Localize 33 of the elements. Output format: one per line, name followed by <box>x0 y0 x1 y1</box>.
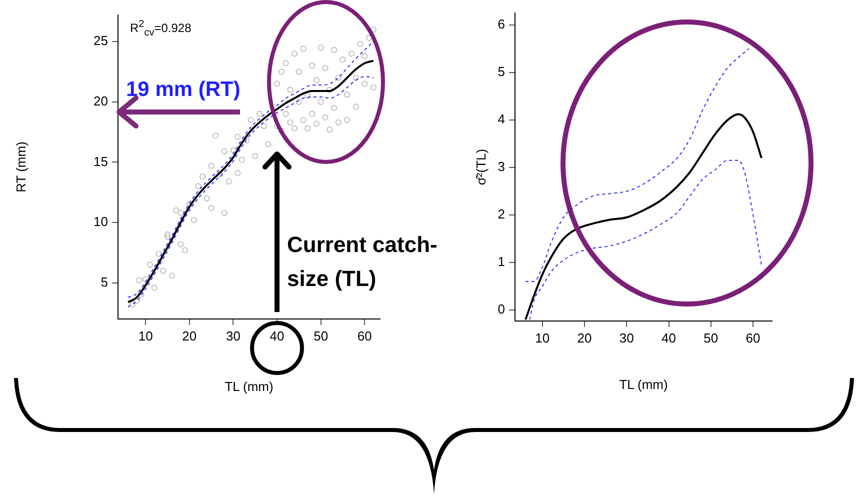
y-tick-label: 5 <box>100 274 108 290</box>
x-tick-label: 30 <box>226 328 240 344</box>
y-tick-label: 10 <box>94 214 108 230</box>
annotation: 19 mm (RT) <box>126 78 240 102</box>
y-axis-title: σ̂²(TL) <box>473 148 488 186</box>
annotation: R$^{2}$$_{cv}$=0.928 <box>130 19 192 38</box>
x-tick-label: 60 <box>357 328 372 344</box>
annotation: Current catch-size (TL) <box>287 231 438 293</box>
y-tick-label: 6 <box>498 16 505 32</box>
x-tick-label: 50 <box>314 328 328 344</box>
x-axis-title: TL (mm) <box>619 376 668 392</box>
y-tick-label: 1 <box>498 254 505 270</box>
line-series <box>525 48 750 282</box>
x-tick-label: 50 <box>704 330 718 346</box>
line-series <box>529 160 762 320</box>
y-axis-title: RT (mm) <box>13 142 28 192</box>
x-tick-label: 30 <box>619 330 634 346</box>
y-tick-label: 0 <box>498 302 505 317</box>
x-tick-label: 60 <box>746 330 760 346</box>
x-tick-label: 40 <box>270 328 284 344</box>
y-tick-label: 5 <box>498 64 505 79</box>
x-tick-label: 10 <box>138 328 153 344</box>
x-tick-label: 20 <box>182 328 197 344</box>
y-tick-label: 4 <box>498 112 505 127</box>
y-tick-label: 20 <box>94 93 108 108</box>
x-tick-label: 20 <box>577 330 592 346</box>
y-tick-label: 15 <box>94 154 108 169</box>
x-tick-label: 40 <box>662 330 676 346</box>
y-tick-label: 3 <box>498 159 505 174</box>
x-axis-title: TL (mm) <box>224 378 274 394</box>
y-tick-label: 25 <box>94 33 108 48</box>
y-tick-label: 2 <box>498 206 505 222</box>
x-tick-label: 10 <box>535 330 550 346</box>
